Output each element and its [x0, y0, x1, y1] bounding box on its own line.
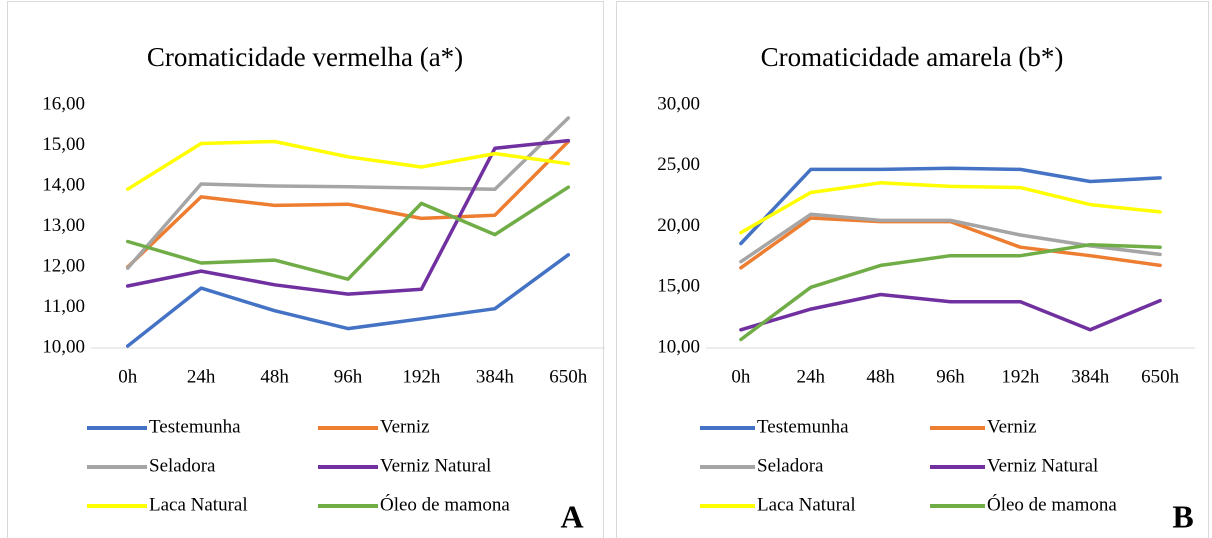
x-tick-label: 384h	[476, 366, 515, 387]
y-tick-label: 30,00	[657, 93, 700, 114]
x-tick-label: 192h	[1001, 366, 1040, 387]
x-tick-label: 24h	[187, 366, 216, 387]
x-tick-label: 48h	[866, 366, 895, 387]
y-tick-label: 13,00	[42, 215, 85, 236]
y-tick-label: 15,00	[657, 276, 700, 297]
legend-label: Óleo de mamona	[987, 493, 1117, 515]
series-line	[125, 253, 571, 348]
legend-label: Verniz	[987, 416, 1037, 437]
x-tick-label: 0h	[731, 366, 751, 387]
panel-frame	[7, 1, 604, 538]
series-line	[125, 116, 571, 270]
y-tick-label: 16,00	[42, 93, 85, 114]
x-tick-label: 192h	[402, 366, 441, 387]
x-tick-label: 0h	[118, 366, 138, 387]
y-tick-label: 14,00	[42, 174, 85, 195]
x-tick-label: 96h	[334, 366, 363, 387]
legend-label: Seladora	[149, 455, 216, 476]
panel-frame	[616, 1, 1209, 538]
y-tick-label: 20,00	[657, 215, 700, 236]
x-tick-label: 650h	[549, 366, 588, 387]
panel-annotation: B	[1172, 498, 1193, 534]
series-line	[739, 292, 1162, 332]
series-line	[125, 139, 571, 269]
legend-label: Laca Natural	[757, 494, 856, 515]
panel-annotation: A	[560, 498, 583, 534]
x-tick-label: 24h	[797, 366, 826, 387]
y-tick-label: 10,00	[42, 336, 85, 357]
y-tick-label: 10,00	[657, 336, 700, 357]
series-line	[125, 138, 571, 296]
x-tick-label: 96h	[936, 366, 965, 387]
legend-label: Testemunha	[757, 416, 849, 437]
legend-label: Verniz Natural	[380, 455, 491, 476]
series-line	[739, 166, 1162, 246]
series-line	[125, 139, 571, 191]
chart-title: Cromaticidade amarela (b*)	[761, 42, 1064, 72]
y-tick-label: 15,00	[42, 134, 85, 155]
legend-label: Testemunha	[149, 416, 241, 437]
x-tick-label: 48h	[260, 366, 289, 387]
legend-label: Laca Natural	[149, 494, 248, 515]
chart-title: Cromaticidade vermelha (a*)	[147, 42, 463, 72]
legend-label: Seladora	[757, 455, 824, 476]
legend-label: Verniz Natural	[987, 455, 1098, 476]
series-line	[125, 185, 571, 281]
y-tick-label: 11,00	[43, 296, 85, 317]
y-tick-label: 12,00	[42, 255, 85, 276]
series-line	[739, 242, 1162, 342]
x-tick-label: 384h	[1071, 366, 1110, 387]
legend-label: Óleo de mamona	[380, 493, 510, 515]
legend-label: Verniz	[380, 416, 430, 437]
series-line	[739, 181, 1162, 235]
x-tick-label: 650h	[1141, 366, 1180, 387]
y-tick-label: 25,00	[657, 154, 700, 175]
series-line	[739, 216, 1162, 270]
